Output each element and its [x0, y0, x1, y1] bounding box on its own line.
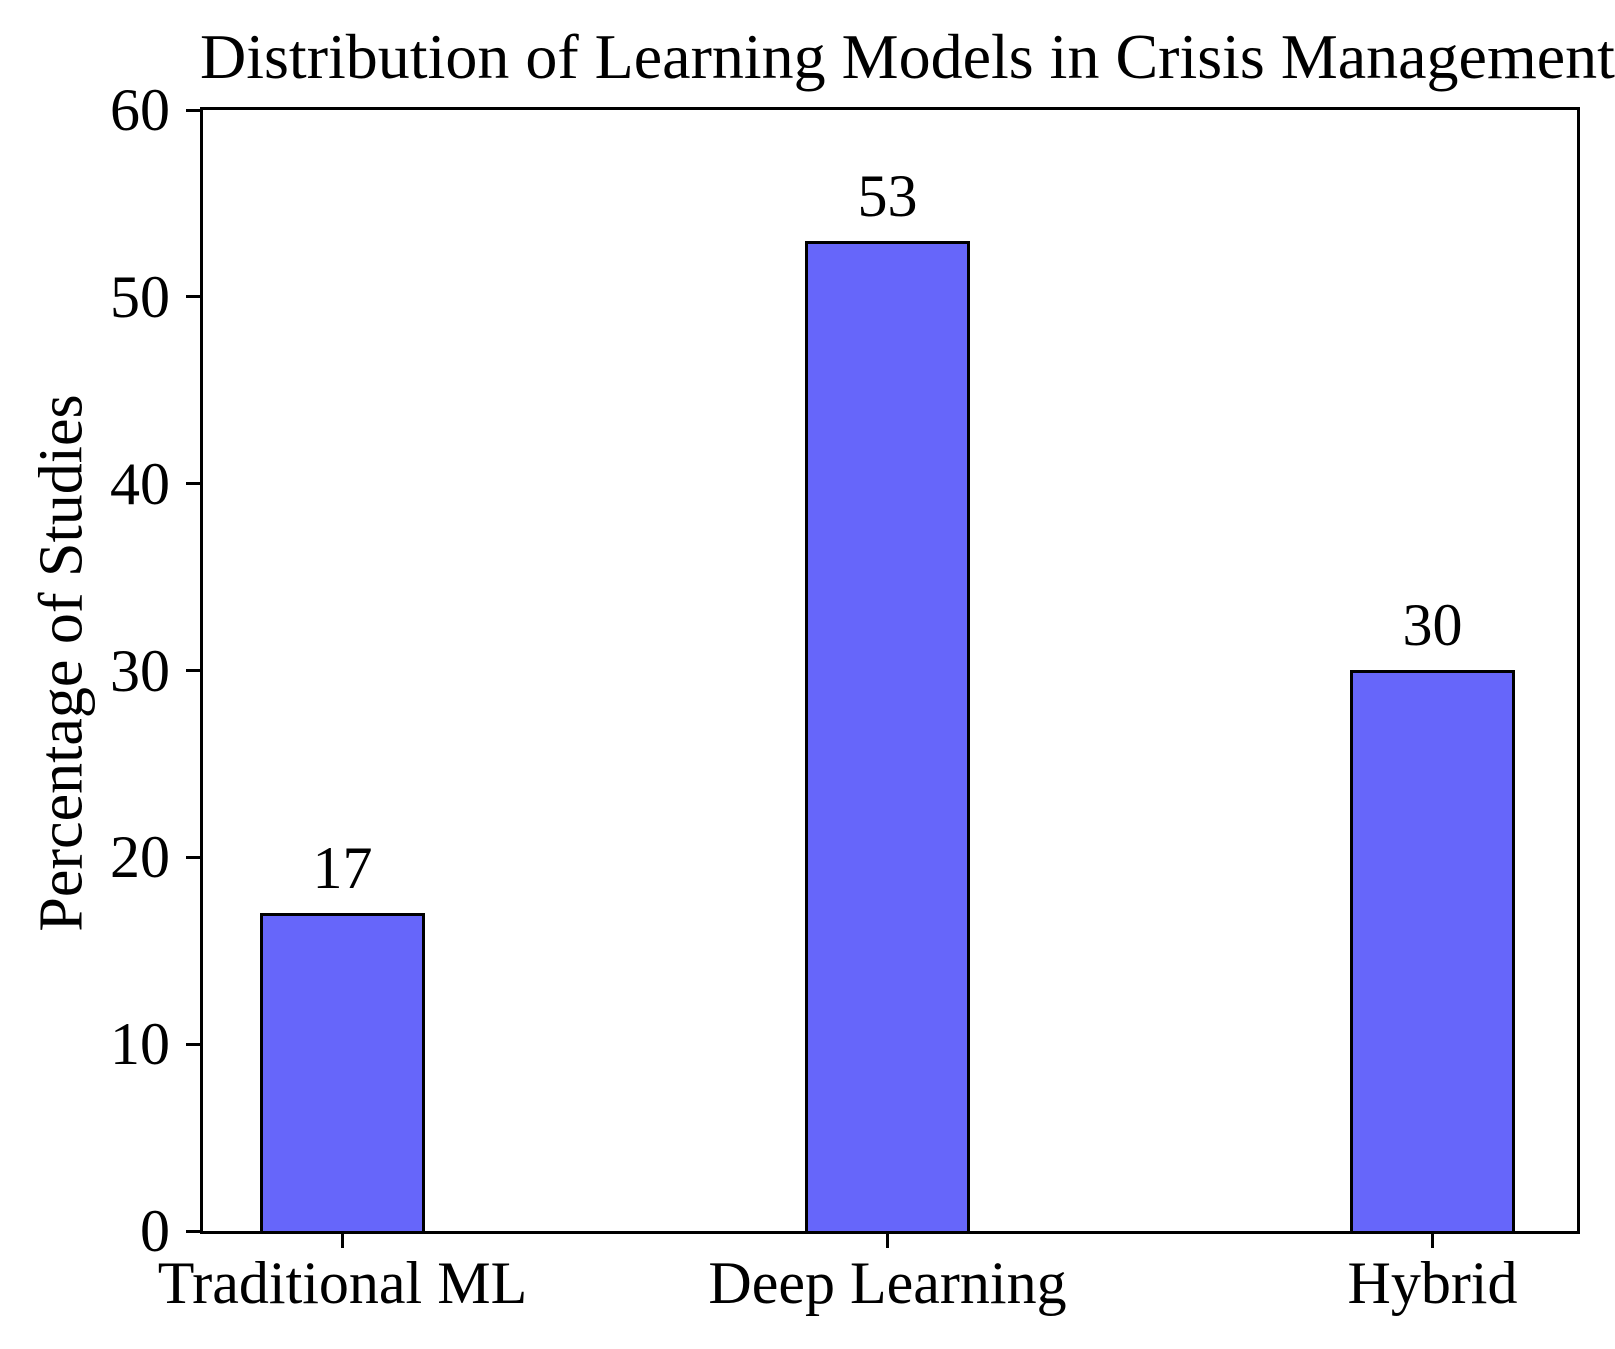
y-tick-mark	[186, 482, 200, 486]
y-tick-label: 0	[140, 1198, 170, 1264]
y-tick-label: 30	[110, 637, 170, 704]
y-tick-label: 20	[110, 824, 170, 891]
bar-deep-learning	[805, 241, 970, 1231]
y-tick-mark	[186, 1042, 200, 1046]
x-tick-mark	[886, 1234, 889, 1248]
x-tick-label-hybrid: Hybrid	[1347, 1250, 1518, 1316]
y-tick-label: 50	[110, 263, 170, 330]
x-tick-label-deep-learning: Deep Learning	[708, 1250, 1067, 1316]
bar-value-label-hybrid: 30	[1402, 592, 1463, 658]
y-tick-mark	[186, 108, 200, 112]
x-tick-mark	[341, 1234, 344, 1248]
plot-area	[200, 107, 1580, 1234]
x-tick-mark	[1431, 1234, 1434, 1248]
x-tick-label-traditional-ml: Traditional ML	[157, 1250, 528, 1316]
bar-value-label-traditional-ml: 17	[312, 835, 373, 901]
y-tick-label: 40	[110, 450, 170, 517]
y-tick-mark	[186, 295, 200, 299]
y-tick-mark	[186, 1229, 200, 1233]
chart-title: Distribution of Learning Models in Crisi…	[200, 21, 1615, 92]
bar-value-label-deep-learning: 53	[857, 163, 918, 229]
y-tick-mark	[186, 669, 200, 672]
y-tick-mark	[186, 855, 200, 859]
y-tick-label: 10	[110, 1011, 170, 1078]
bar-traditional-ml	[260, 913, 425, 1231]
bar-hybrid	[1350, 670, 1515, 1231]
y-tick-label: 60	[110, 77, 170, 143]
